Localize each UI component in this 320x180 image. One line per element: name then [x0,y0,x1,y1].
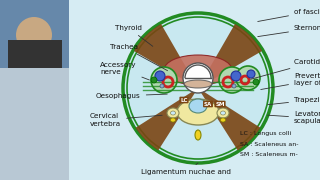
Ellipse shape [171,111,175,115]
Ellipse shape [220,111,226,115]
Text: Cervical
vertebra: Cervical vertebra [90,114,162,127]
Ellipse shape [164,55,232,85]
Circle shape [247,70,255,78]
Bar [0,0,69,180]
Bar [69,0,320,180]
Circle shape [151,67,177,93]
Text: Trachea: Trachea [110,44,168,71]
Text: SA: SA [204,102,212,107]
Ellipse shape [220,118,226,122]
Circle shape [16,17,52,53]
Text: SA : Scaleneus an-: SA : Scaleneus an- [240,141,299,147]
Text: LC : Longus colli: LC : Longus colli [240,132,291,136]
Bar [0,0,69,68]
Text: Accessory
nerve: Accessory nerve [100,62,149,80]
Circle shape [160,84,164,88]
Ellipse shape [167,108,179,118]
Ellipse shape [183,65,213,83]
Text: LC: LC [180,98,188,102]
Text: Oesophagus: Oesophagus [96,93,167,99]
Text: SM : Scaleneus m-: SM : Scaleneus m- [240,152,298,156]
Circle shape [231,71,241,81]
Ellipse shape [217,108,229,118]
Text: Sternomas-: Sternomas- [258,25,320,37]
Text: SM: SM [215,102,225,107]
Circle shape [151,77,157,83]
Wedge shape [136,88,198,150]
Circle shape [183,63,213,93]
Text: Carotid sh-: Carotid sh- [251,59,320,79]
Wedge shape [198,88,260,150]
Bar [8,40,62,68]
Circle shape [123,13,273,163]
Circle shape [236,66,260,90]
Ellipse shape [171,118,175,122]
Circle shape [253,79,259,85]
Text: Thyroid: Thyroid [115,25,153,46]
Text: Levator
scapulae: Levator scapulae [268,111,320,125]
Wedge shape [134,24,198,88]
Wedge shape [198,24,262,88]
Ellipse shape [195,130,201,140]
Ellipse shape [177,99,219,125]
Circle shape [219,67,245,93]
Text: Ligamentum nuchae and: Ligamentum nuchae and [141,163,231,175]
Ellipse shape [184,80,212,88]
Text: Trapezius: Trapezius [268,97,320,105]
Text: Prevertebr-
layer of fa-: Prevertebr- layer of fa- [261,73,320,89]
Ellipse shape [189,99,207,113]
Circle shape [155,71,165,81]
Text: of fascia: of fascia [258,9,320,21]
Circle shape [232,84,236,88]
